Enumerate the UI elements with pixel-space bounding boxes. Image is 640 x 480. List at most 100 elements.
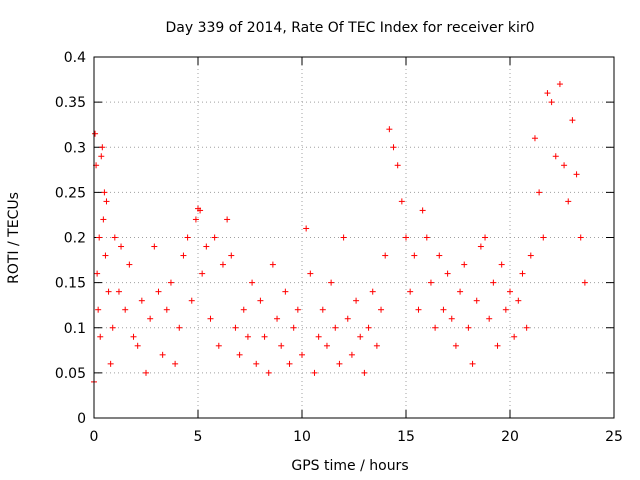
data-point xyxy=(540,234,547,241)
y-tick-label: 0.35 xyxy=(55,95,86,111)
plot-border xyxy=(93,56,615,419)
data-point xyxy=(92,130,99,137)
data-point xyxy=(130,333,137,340)
data-point xyxy=(323,342,330,349)
data-point xyxy=(490,279,497,286)
data-point xyxy=(511,333,518,340)
data-point xyxy=(249,279,256,286)
data-point xyxy=(544,90,551,97)
data-point xyxy=(188,297,195,304)
data-point xyxy=(240,306,247,313)
y-tick-label: 0.2 xyxy=(64,231,86,247)
data-point xyxy=(219,261,226,268)
data-point xyxy=(282,288,289,295)
y-tick-label: 0.1 xyxy=(64,321,86,337)
data-point xyxy=(180,252,187,259)
data-point xyxy=(109,324,116,331)
data-point xyxy=(163,306,170,313)
data-point xyxy=(482,234,489,241)
data-point xyxy=(332,324,339,331)
data-point xyxy=(344,315,351,322)
data-point xyxy=(452,342,459,349)
data-point xyxy=(244,333,251,340)
data-point xyxy=(203,243,210,250)
data-point xyxy=(457,288,464,295)
data-point xyxy=(122,306,129,313)
data-point xyxy=(307,270,314,277)
data-point xyxy=(138,297,145,304)
y-tick-label: 0.25 xyxy=(55,185,86,201)
data-point xyxy=(419,207,426,214)
data-point xyxy=(98,153,105,160)
data-point xyxy=(107,360,114,367)
data-point xyxy=(172,360,179,367)
data-point xyxy=(403,234,409,241)
data-point xyxy=(126,261,133,268)
data-point xyxy=(215,342,222,349)
data-point xyxy=(143,369,149,376)
y-tick-label: 0.3 xyxy=(64,140,86,156)
data-point xyxy=(382,252,389,259)
data-point xyxy=(134,342,141,349)
data-point xyxy=(523,324,530,331)
data-point xyxy=(199,270,206,277)
data-point xyxy=(278,342,285,349)
x-tick-label: 15 xyxy=(397,429,415,445)
data-point xyxy=(357,333,364,340)
data-point xyxy=(386,126,393,133)
data-point xyxy=(274,315,281,322)
data-point xyxy=(147,315,154,322)
x-tick-label: 0 xyxy=(90,429,99,445)
data-point xyxy=(176,324,183,331)
data-point xyxy=(515,297,522,304)
data-point xyxy=(115,288,122,295)
data-point xyxy=(101,189,108,196)
data-point xyxy=(236,351,243,358)
x-tick-label: 10 xyxy=(293,429,311,445)
data-point xyxy=(498,261,505,268)
data-point xyxy=(99,144,106,151)
data-point xyxy=(565,198,572,205)
data-point xyxy=(315,333,322,340)
data-point xyxy=(95,306,102,313)
data-point xyxy=(155,288,162,295)
data-point xyxy=(581,279,588,286)
data-point xyxy=(486,315,493,322)
data-point xyxy=(494,342,501,349)
x-axis-label: GPS time / hours xyxy=(291,458,408,474)
data-point xyxy=(167,279,174,286)
data-point xyxy=(427,279,434,286)
data-point xyxy=(184,234,191,241)
data-point xyxy=(465,324,472,331)
data-point xyxy=(261,333,268,340)
data-point xyxy=(207,315,214,322)
data-point xyxy=(100,216,107,223)
data-point xyxy=(469,360,476,367)
y-tick-label: 0.15 xyxy=(55,276,86,292)
data-point xyxy=(294,306,301,313)
data-point xyxy=(265,369,272,376)
data-point xyxy=(151,243,158,250)
data-point xyxy=(269,261,276,268)
data-point xyxy=(224,216,231,223)
data-point xyxy=(536,189,543,196)
data-point xyxy=(303,225,310,232)
data-point xyxy=(461,261,468,268)
data-point xyxy=(299,351,305,358)
data-point xyxy=(105,288,112,295)
data-point xyxy=(97,333,104,340)
x-tick-label: 5 xyxy=(194,429,203,445)
chart-title: Day 339 of 2014, Rate Of TEC Index for r… xyxy=(165,20,534,36)
data-point xyxy=(369,288,376,295)
data-point xyxy=(311,369,318,376)
data-point xyxy=(411,252,418,259)
data-point xyxy=(328,279,335,286)
data-point xyxy=(378,306,385,313)
data-point xyxy=(448,315,455,322)
data-point xyxy=(257,297,264,304)
x-tick-label: 20 xyxy=(501,429,519,445)
data-point xyxy=(394,162,401,169)
data-point xyxy=(432,324,439,331)
data-point xyxy=(102,252,109,259)
